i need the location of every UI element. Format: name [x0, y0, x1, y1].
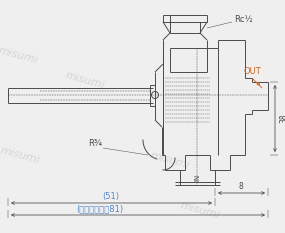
Text: OUT: OUT — [243, 68, 261, 76]
Text: (51): (51) — [103, 192, 119, 201]
Text: 38: 38 — [279, 113, 285, 123]
Text: R¾: R¾ — [88, 138, 102, 147]
Text: misumi: misumi — [64, 70, 106, 90]
Text: Rc½: Rc½ — [234, 16, 253, 24]
Text: IN: IN — [194, 173, 200, 181]
Text: misumi: misumi — [0, 45, 39, 65]
Text: 8: 8 — [239, 182, 243, 191]
Text: misumi: misumi — [179, 200, 221, 220]
Text: (レバー使用時81): (レバー使用時81) — [76, 204, 124, 213]
Text: misumi: misumi — [0, 145, 41, 165]
Text: misumi: misumi — [149, 150, 191, 170]
